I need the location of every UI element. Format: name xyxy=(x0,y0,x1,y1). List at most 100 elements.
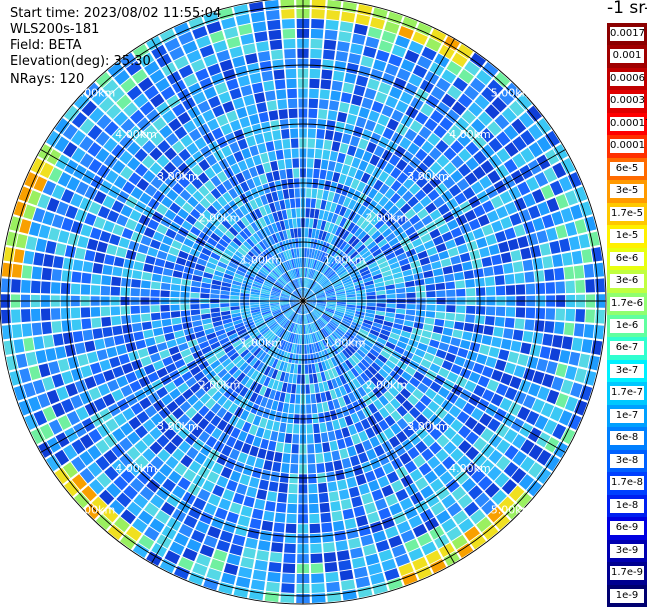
range-gate-cell xyxy=(156,101,171,116)
range-gate-cell xyxy=(474,492,490,508)
range-gate-cell xyxy=(280,302,290,306)
colorbar-level-label: 0.0001 xyxy=(610,139,645,154)
range-gate-cell xyxy=(232,55,246,68)
range-gate-cell xyxy=(315,342,321,352)
range-gate-cell xyxy=(269,273,278,281)
range-gate-cell xyxy=(33,410,48,426)
range-gate-cell xyxy=(435,449,449,462)
range-gate-cell xyxy=(340,255,349,264)
range-gate-cell xyxy=(322,314,331,321)
range-gate-cell xyxy=(120,509,136,525)
range-gate-cell xyxy=(323,139,333,150)
range-gate-cell xyxy=(316,302,326,306)
range-gate-cell xyxy=(235,325,246,333)
range-gate-cell xyxy=(241,147,252,159)
range-gate-cell xyxy=(249,114,260,125)
range-gate-cell xyxy=(289,282,296,290)
range-ring-label: 1.00km xyxy=(324,337,366,350)
range-gate-cell xyxy=(255,320,265,327)
range-gate-cell xyxy=(324,310,334,316)
range-gate-cell xyxy=(417,342,428,352)
range-gate-cell xyxy=(241,283,252,289)
range-gate-cell xyxy=(316,372,323,383)
range-gate-cell xyxy=(132,543,149,558)
range-gate-cell xyxy=(149,441,163,455)
range-gate-cell xyxy=(62,257,74,270)
range-gate-cell xyxy=(93,372,106,386)
range-gate-cell xyxy=(56,386,69,401)
range-gate-cell xyxy=(372,582,388,595)
range-gate-cell xyxy=(81,318,92,330)
range-gate-cell xyxy=(171,434,184,447)
range-ring-label: 5.00km xyxy=(74,504,116,517)
range-gate-cell xyxy=(518,474,535,490)
range-gate-cell xyxy=(376,303,386,308)
range-gate-cell xyxy=(341,275,351,282)
range-gate-cell xyxy=(71,130,86,146)
range-gate-cell xyxy=(295,314,299,324)
range-gate-cell xyxy=(570,382,583,398)
range-gate-cell xyxy=(131,231,143,243)
range-gate-cell xyxy=(293,292,301,299)
range-gate-cell xyxy=(315,292,325,297)
range-gate-cell xyxy=(30,428,45,445)
range-gate-cell xyxy=(341,320,351,327)
range-gate-cell xyxy=(498,89,515,106)
range-gate-cell xyxy=(250,579,266,591)
range-gate-cell xyxy=(482,62,499,78)
range-gate-cell xyxy=(252,436,262,448)
range-gate-cell xyxy=(250,294,260,298)
range-gate-cell xyxy=(294,188,300,198)
range-gate-cell xyxy=(390,423,402,435)
range-gate-cell xyxy=(373,277,384,284)
range-gate-cell xyxy=(169,388,181,400)
range-gate-cell xyxy=(549,406,564,422)
range-gate-cell xyxy=(307,313,312,323)
range-gate-cell xyxy=(310,281,316,290)
range-gate-cell xyxy=(290,454,299,464)
range-gate-cell xyxy=(185,407,197,419)
range-gate-cell xyxy=(465,314,475,323)
range-gate-cell xyxy=(291,384,297,394)
range-gate-cell xyxy=(84,402,98,416)
range-gate-cell xyxy=(312,270,318,280)
range-gate-cell xyxy=(185,183,197,195)
range-gate-cell xyxy=(96,472,112,488)
range-gate-cell xyxy=(579,385,593,401)
range-gate-cell xyxy=(360,233,371,244)
range-gate-cell xyxy=(422,434,435,447)
range-gate-cell xyxy=(409,183,421,195)
range-gate-cell xyxy=(62,462,78,478)
range-gate-cell xyxy=(561,157,576,174)
range-gate-cell xyxy=(307,354,311,364)
range-gate-cell xyxy=(365,163,376,175)
range-gate-cell xyxy=(211,162,223,175)
range-gate-cell xyxy=(183,354,195,364)
range-gate-cell xyxy=(171,277,182,285)
range-gate-cell xyxy=(270,293,280,297)
range-gate-cell xyxy=(435,282,446,291)
range-gate-cell xyxy=(351,94,363,106)
range-gate-cell xyxy=(210,188,222,200)
range-gate-cell xyxy=(193,371,205,382)
range-gate-cell xyxy=(309,323,314,333)
range-gate-cell xyxy=(540,402,555,418)
range-gate-cell xyxy=(444,273,455,282)
range-gate-cell xyxy=(324,130,334,141)
range-gate-cell xyxy=(365,309,376,315)
range-gate-cell xyxy=(173,565,190,580)
range-gate-cell xyxy=(304,268,308,278)
range-gate-cell xyxy=(383,200,394,212)
range-gate-cell xyxy=(347,445,357,457)
range-gate-cell xyxy=(151,320,162,329)
range-gate-cell xyxy=(262,284,272,290)
range-gate-cell xyxy=(279,301,290,303)
range-gate-cell xyxy=(493,264,504,276)
range-gate-cell xyxy=(371,325,381,333)
range-gate-cell xyxy=(360,172,371,184)
range-gate-cell xyxy=(230,163,241,175)
range-ring-label: 4.00km xyxy=(115,128,157,141)
range-gate-cell xyxy=(105,170,119,184)
range-gate-cell xyxy=(53,255,64,269)
range-gate-cell xyxy=(282,28,296,39)
